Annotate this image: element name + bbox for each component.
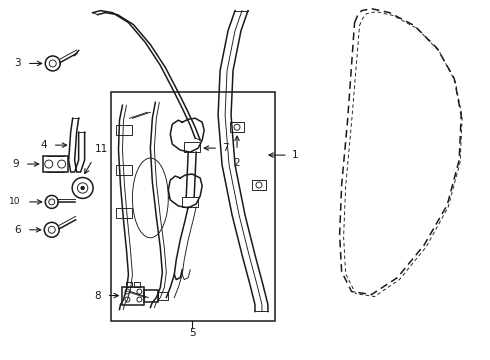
Circle shape — [81, 186, 84, 190]
Bar — [117, 165, 132, 175]
Text: 3: 3 — [14, 58, 21, 68]
Bar — [117, 208, 132, 218]
Bar — [111, 92, 275, 321]
Text: 1: 1 — [292, 150, 298, 160]
Bar — [184, 142, 200, 152]
Bar — [230, 122, 244, 132]
Text: 4: 4 — [40, 140, 47, 150]
Text: 5: 5 — [189, 328, 196, 338]
Bar — [43, 156, 68, 172]
Bar — [134, 282, 141, 287]
Bar — [252, 180, 266, 190]
Text: 7: 7 — [222, 143, 229, 153]
Bar — [182, 197, 198, 207]
Text: 9: 9 — [12, 159, 19, 169]
Text: 10: 10 — [9, 197, 21, 206]
Text: 8: 8 — [94, 291, 100, 301]
Bar — [117, 125, 132, 135]
Bar — [126, 282, 132, 287]
Text: 11: 11 — [95, 144, 108, 154]
Text: 6: 6 — [14, 225, 21, 235]
Text: 2: 2 — [234, 158, 240, 168]
Bar — [145, 289, 158, 302]
Bar — [158, 292, 168, 300]
Bar — [122, 287, 145, 305]
